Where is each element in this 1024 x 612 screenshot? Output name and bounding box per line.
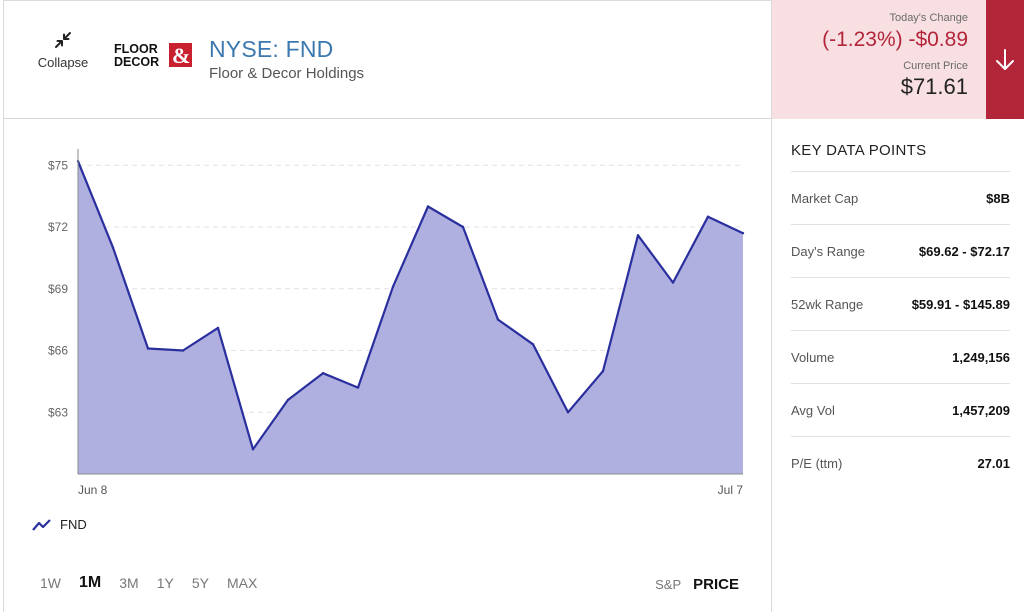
- data-point: [496, 318, 500, 321]
- data-point: [321, 372, 325, 375]
- y-tick-label: $72: [48, 220, 68, 234]
- key-data-value: $69.62 - $72.17: [918, 243, 1010, 259]
- key-data-label: Market Cap: [791, 190, 859, 206]
- x-tick-label: Jul 7: [718, 483, 744, 497]
- series-line-fnd: [76, 160, 744, 451]
- range-option[interactable]: 1Y: [156, 575, 174, 591]
- range-option[interactable]: 1M: [79, 574, 102, 591]
- data-point: [356, 386, 360, 389]
- data-point: [741, 232, 745, 235]
- price-chart: $63 $66 $69 $72 $75 Jun 8 Jul 7: [48, 149, 745, 497]
- chart-legend: FND: [32, 517, 87, 532]
- chart-mode-option[interactable]: S&P: [655, 577, 682, 592]
- data-point: [286, 398, 290, 402]
- current-price-value: $71.61: [900, 74, 968, 99]
- svg-text:&: &: [172, 43, 190, 68]
- series-area-fnd: [78, 161, 743, 474]
- svg-text:DECOR: DECOR: [114, 55, 159, 69]
- key-data-row: Avg Vol 1,457,209: [791, 383, 1010, 436]
- arrow-down-icon: [996, 48, 1014, 70]
- range-option[interactable]: MAX: [226, 575, 258, 591]
- key-data-value: 1,249,156: [952, 349, 1010, 365]
- data-point: [391, 285, 395, 288]
- data-point: [181, 349, 185, 352]
- key-data-value: 1,457,209: [952, 402, 1010, 418]
- y-tick-label: $66: [48, 344, 68, 358]
- collapse-icon: [55, 32, 71, 48]
- key-data-label: P/E (ttm): [791, 455, 843, 471]
- ticker-symbol: NYSE: FND: [209, 36, 334, 62]
- legend-series-label: FND: [60, 517, 87, 532]
- key-data-row: Market Cap $8B: [791, 171, 1010, 224]
- data-point: [461, 225, 465, 229]
- key-data-value: $8B: [986, 190, 1010, 206]
- key-data-value: $59.91 - $145.89: [911, 296, 1010, 312]
- collapse-button[interactable]: Collapse: [28, 31, 98, 70]
- chart-panel: $63 $66 $69 $72 $75 Jun 8 Jul 7 FND 1W 1M 3M 1Y 5Y…: [3, 119, 772, 612]
- data-point: [111, 246, 115, 249]
- svg-text:FLOOR: FLOOR: [114, 42, 158, 56]
- todays-change-value: (-1.23%) -$0.89: [822, 28, 968, 51]
- data-point: [146, 347, 150, 350]
- data-point: [216, 326, 220, 330]
- data-point: [251, 448, 255, 451]
- range-option[interactable]: 5Y: [191, 575, 209, 591]
- chart-mode-option[interactable]: PRICE: [693, 576, 739, 593]
- data-point: [706, 215, 710, 218]
- key-data-row: Day's Range $69.62 - $72.17: [791, 224, 1010, 277]
- trend-line-icon: [32, 518, 51, 531]
- y-tick-label: $69: [48, 282, 68, 296]
- key-data-panel: KEY DATA POINTS Market Cap $8B Day's Range…: [772, 119, 1024, 612]
- data-point: [426, 205, 430, 208]
- key-data-row: 52wk Range $59.91 - $145.89: [791, 277, 1010, 330]
- range-option[interactable]: 1W: [40, 575, 61, 591]
- data-point: [671, 281, 675, 284]
- key-data-label: Day's Range: [791, 243, 866, 259]
- collapse-label: Collapse: [37, 55, 89, 70]
- key-data-value: 27.01: [977, 455, 1010, 471]
- data-point: [531, 343, 535, 346]
- price-summary: Today's Change (-1.23%) -$0.89 Current P…: [772, 0, 986, 119]
- key-data-title: KEY DATA POINTS: [791, 142, 927, 159]
- y-tick-label: $75: [48, 158, 68, 172]
- key-data-label: 52wk Range: [791, 296, 864, 312]
- todays-change-label: Today's Change: [889, 12, 968, 24]
- data-point: [636, 234, 640, 237]
- range-option[interactable]: 3M: [119, 575, 139, 591]
- key-data-label: Volume: [791, 349, 835, 365]
- company-name: Floor & Decor Holdings: [209, 65, 365, 82]
- key-data-row: Volume 1,249,156: [791, 330, 1010, 383]
- key-data-label: Avg Vol: [791, 402, 835, 418]
- y-tick-label: $63: [48, 405, 68, 419]
- key-data-row: P/E (ttm) 27.01: [791, 436, 1010, 489]
- price-direction-indicator: [986, 0, 1024, 119]
- current-price-label: Current Price: [903, 60, 968, 72]
- chart-mode-selector: S&P PRICE: [655, 576, 739, 593]
- floor-decor-logo: FLOOR DECOR &: [114, 42, 192, 69]
- data-point: [601, 369, 605, 373]
- x-tick-label: Jun 8: [78, 483, 108, 497]
- stock-header: Collapse FLOOR DECOR & NYSE: FND Floor &…: [3, 0, 772, 119]
- data-point: [566, 411, 570, 414]
- time-range-selector: 1W 1M 3M 1Y 5Y MAX: [40, 574, 275, 592]
